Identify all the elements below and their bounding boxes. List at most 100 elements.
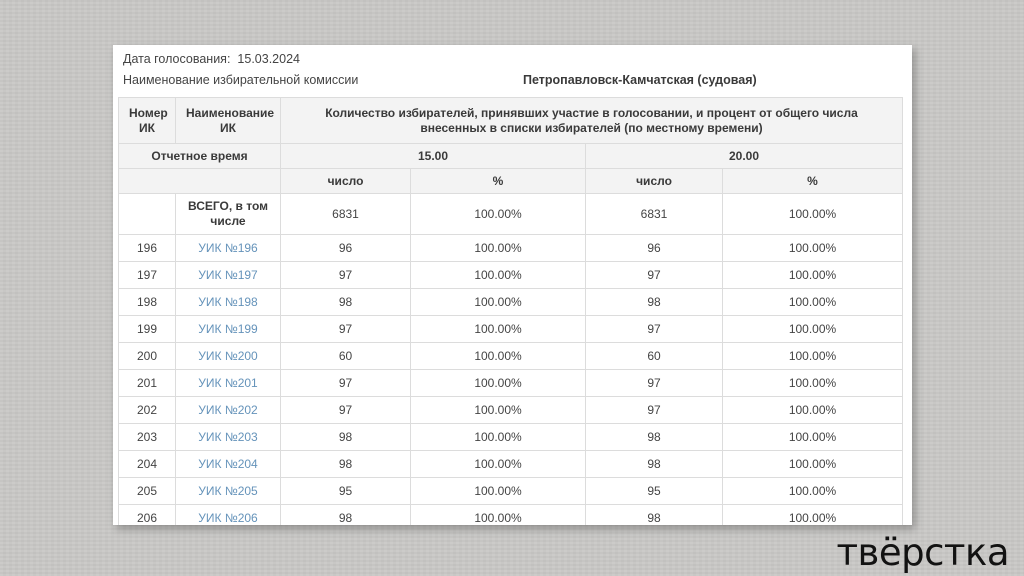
col-header-ik-number: Номер ИК bbox=[118, 97, 176, 144]
vote-date-line: Дата голосования: 15.03.2024 bbox=[113, 52, 912, 66]
uik-name-cell: УИК №196 bbox=[175, 234, 281, 262]
count-cell-20: 97 bbox=[585, 315, 723, 343]
percent-cell-20: 100.00% bbox=[722, 369, 903, 397]
uik-name-cell: УИК №205 bbox=[175, 477, 281, 505]
table-row: 200 УИК №200 60 100.00% 60 100.00% bbox=[118, 342, 903, 370]
table-body: ВСЕГО, в том числе 6831 100.00% 6831 100… bbox=[118, 193, 903, 525]
count-cell-15: 97 bbox=[280, 261, 411, 289]
count-cell-15: 96 bbox=[280, 234, 411, 262]
percent-cell-20: 100.00% bbox=[722, 234, 903, 262]
report-time-2000: 20.00 bbox=[585, 143, 903, 169]
percent-cell-15: 100.00% bbox=[410, 234, 586, 262]
count-cell-15: 98 bbox=[280, 504, 411, 525]
uik-link[interactable]: УИК №203 bbox=[198, 429, 258, 444]
commission-line: Наименование избирательной комиссии Петр… bbox=[113, 73, 912, 89]
col-header-main: Количество избирателей, принявших участи… bbox=[280, 97, 903, 144]
count-cell-15: 97 bbox=[280, 396, 411, 424]
uik-link[interactable]: УИК №200 bbox=[198, 348, 258, 363]
total-count-20: 6831 bbox=[585, 193, 723, 235]
uik-link[interactable]: УИК №204 bbox=[198, 456, 258, 471]
count-cell-20: 98 bbox=[585, 423, 723, 451]
uik-link[interactable]: УИК №205 bbox=[198, 483, 258, 498]
percent-cell-20: 100.00% bbox=[722, 504, 903, 525]
count-cell-15: 98 bbox=[280, 288, 411, 316]
table-row: 196 УИК №196 96 100.00% 96 100.00% bbox=[118, 234, 903, 262]
count-cell-20: 96 bbox=[585, 234, 723, 262]
table-row: 205 УИК №205 95 100.00% 95 100.00% bbox=[118, 477, 903, 505]
count-cell-15: 97 bbox=[280, 369, 411, 397]
turnout-table: Номер ИК Наименование ИК Количество изби… bbox=[118, 97, 903, 525]
uik-link[interactable]: УИК №202 bbox=[198, 402, 258, 417]
uik-name-cell: УИК №202 bbox=[175, 396, 281, 424]
subheader-empty-cell bbox=[118, 168, 281, 194]
table-row: 206 УИК №206 98 100.00% 98 100.00% bbox=[118, 504, 903, 525]
subheader-row: число % число % bbox=[118, 168, 903, 194]
subheader-percent-1: % bbox=[410, 168, 586, 194]
count-cell-20: 97 bbox=[585, 396, 723, 424]
vote-date-value: 15.03.2024 bbox=[237, 52, 300, 66]
total-percent-20: 100.00% bbox=[722, 193, 903, 235]
uik-link[interactable]: УИК №201 bbox=[198, 375, 258, 390]
percent-cell-20: 100.00% bbox=[722, 261, 903, 289]
table-row: 198 УИК №198 98 100.00% 98 100.00% bbox=[118, 288, 903, 316]
commission-label: Наименование избирательной комиссии bbox=[123, 73, 359, 87]
count-cell-15: 98 bbox=[280, 450, 411, 478]
percent-cell-20: 100.00% bbox=[722, 288, 903, 316]
total-label: ВСЕГО, в том числе bbox=[175, 193, 281, 235]
percent-cell-20: 100.00% bbox=[722, 450, 903, 478]
uik-name-cell: УИК №201 bbox=[175, 369, 281, 397]
table-header-row: Номер ИК Наименование ИК Количество изби… bbox=[118, 97, 903, 144]
percent-cell-15: 100.00% bbox=[410, 504, 586, 525]
total-empty-cell bbox=[118, 193, 176, 235]
count-cell-20: 98 bbox=[585, 288, 723, 316]
uik-number-cell: 197 bbox=[118, 261, 176, 289]
count-cell-20: 60 bbox=[585, 342, 723, 370]
uik-name-cell: УИК №199 bbox=[175, 315, 281, 343]
percent-cell-15: 100.00% bbox=[410, 477, 586, 505]
uik-number-cell: 199 bbox=[118, 315, 176, 343]
table-row: 197 УИК №197 97 100.00% 97 100.00% bbox=[118, 261, 903, 289]
count-cell-15: 97 bbox=[280, 315, 411, 343]
commission-name: Петропавловск-Камчатская (судовая) bbox=[523, 73, 757, 87]
count-cell-20: 98 bbox=[585, 450, 723, 478]
count-cell-15: 60 bbox=[280, 342, 411, 370]
uik-number-cell: 206 bbox=[118, 504, 176, 525]
uik-link[interactable]: УИК №196 bbox=[198, 240, 258, 255]
uik-number-cell: 198 bbox=[118, 288, 176, 316]
subheader-count-2: число bbox=[585, 168, 723, 194]
count-cell-20: 97 bbox=[585, 369, 723, 397]
report-card: Дата голосования: 15.03.2024 Наименование… bbox=[113, 45, 912, 525]
percent-cell-15: 100.00% bbox=[410, 450, 586, 478]
percent-cell-15: 100.00% bbox=[410, 423, 586, 451]
percent-cell-15: 100.00% bbox=[410, 261, 586, 289]
report-time-row: Отчетное время 15.00 20.00 bbox=[118, 143, 903, 169]
subheader-count-1: число bbox=[280, 168, 411, 194]
count-cell-20: 97 bbox=[585, 261, 723, 289]
uik-name-cell: УИК №203 bbox=[175, 423, 281, 451]
uik-number-cell: 205 bbox=[118, 477, 176, 505]
uik-number-cell: 200 bbox=[118, 342, 176, 370]
uik-name-cell: УИК №200 bbox=[175, 342, 281, 370]
table-row: 202 УИК №202 97 100.00% 97 100.00% bbox=[118, 396, 903, 424]
report-time-1500: 15.00 bbox=[280, 143, 586, 169]
col-header-ik-name: Наименование ИК bbox=[175, 97, 281, 144]
total-count-15: 6831 bbox=[280, 193, 411, 235]
uik-link[interactable]: УИК №197 bbox=[198, 267, 258, 282]
count-cell-20: 98 bbox=[585, 504, 723, 525]
percent-cell-20: 100.00% bbox=[722, 396, 903, 424]
uik-link[interactable]: УИК №199 bbox=[198, 321, 258, 336]
percent-cell-15: 100.00% bbox=[410, 342, 586, 370]
count-cell-15: 95 bbox=[280, 477, 411, 505]
table-row: 201 УИК №201 97 100.00% 97 100.00% bbox=[118, 369, 903, 397]
percent-cell-20: 100.00% bbox=[722, 315, 903, 343]
count-cell-15: 98 bbox=[280, 423, 411, 451]
uik-number-cell: 203 bbox=[118, 423, 176, 451]
percent-cell-15: 100.00% bbox=[410, 396, 586, 424]
uik-link[interactable]: УИК №206 bbox=[198, 510, 258, 525]
percent-cell-15: 100.00% bbox=[410, 288, 586, 316]
uik-number-cell: 201 bbox=[118, 369, 176, 397]
uik-link[interactable]: УИК №198 bbox=[198, 294, 258, 309]
table-row: 199 УИК №199 97 100.00% 97 100.00% bbox=[118, 315, 903, 343]
subheader-percent-2: % bbox=[722, 168, 903, 194]
percent-cell-20: 100.00% bbox=[722, 423, 903, 451]
